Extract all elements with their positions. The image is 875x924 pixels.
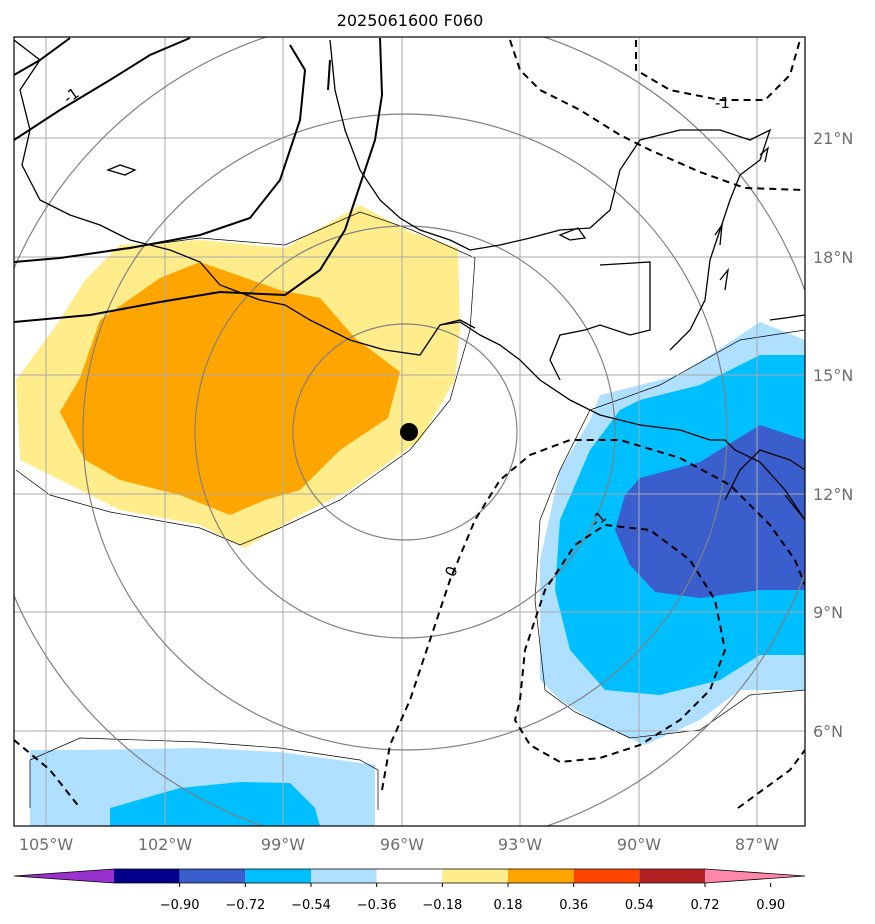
lon-label: 93°W xyxy=(498,835,542,854)
range-rings xyxy=(14,37,805,826)
lon-label: 102°W xyxy=(138,835,193,854)
colorbar-bin xyxy=(376,869,443,883)
colorbar-extend-high xyxy=(705,869,805,883)
colorbar-tick-label: 0.72 xyxy=(691,898,720,913)
colorbar-tick-label: −0.36 xyxy=(357,898,397,913)
colorbar-tick-label: 0.36 xyxy=(559,898,588,913)
lat-labels: 21°N 18°N 15°N 12°N 9°N 6°N xyxy=(813,129,853,741)
colorbar-tick-label: −0.54 xyxy=(291,898,331,913)
lon-label: 105°W xyxy=(19,835,74,854)
contour-neg1-ne xyxy=(635,39,801,101)
colorbar-bin xyxy=(245,869,311,883)
colorbar-bin xyxy=(508,869,574,883)
colorbar-tick-label: 0.90 xyxy=(756,898,785,913)
coastlines xyxy=(14,39,805,521)
negative-anomaly-mid-sw xyxy=(110,782,320,826)
colorbar-bin xyxy=(639,869,705,883)
colorbar-tick-label: 0.18 xyxy=(494,898,523,913)
colorbar-outline xyxy=(13,868,806,884)
lon-label: 87°W xyxy=(735,835,779,854)
colorbar-bin xyxy=(573,869,640,883)
contour-zero xyxy=(381,439,805,791)
colorbar-tick-label: 0.54 xyxy=(625,898,654,913)
colorbar-tick-label: −0.72 xyxy=(225,898,265,913)
storm-center-marker xyxy=(400,423,418,441)
positive-anomaly-strong xyxy=(60,262,400,515)
lat-label: 12°N xyxy=(813,485,853,504)
lon-label: 99°W xyxy=(261,835,305,854)
lon-label: 90°W xyxy=(617,835,661,854)
map-area: -1 -1 -1 0 xyxy=(14,37,805,826)
colorbar-bin xyxy=(179,869,246,883)
lon-labels: 105°W 102°W 99°W 96°W 93°W 90°W 87°W xyxy=(19,835,779,854)
colorbar-extend-low xyxy=(14,869,114,883)
contour-neg1-se xyxy=(513,523,727,764)
anomaly-outline-east xyxy=(534,329,805,739)
lat-label: 21°N xyxy=(813,129,853,148)
anomaly-outline-sw xyxy=(29,737,379,810)
colorbar-tick-label: −0.90 xyxy=(160,898,200,913)
solid-contours xyxy=(14,37,384,323)
colorbar: −0.90 −0.72 −0.54 −0.36 −0.18 0.18 0.36 0.54 0.7… xyxy=(13,868,806,913)
lat-label: 6°N xyxy=(813,722,843,741)
dashed-contours xyxy=(14,39,805,809)
colorbar-bin xyxy=(311,869,377,883)
colorbar-tick-label: −0.18 xyxy=(422,898,462,913)
colorbar-bin xyxy=(114,869,180,883)
lat-label: 9°N xyxy=(813,603,843,622)
map-frame xyxy=(13,36,806,827)
colorbar-bin xyxy=(442,869,508,883)
map-title: 2025061600 F060 xyxy=(337,11,484,30)
contour-label-neg1-ne: -1 xyxy=(715,94,730,112)
lat-label: 18°N xyxy=(813,248,853,267)
lat-label: 15°N xyxy=(813,366,853,385)
anomaly-outline-west xyxy=(15,211,476,546)
lon-label: 96°W xyxy=(380,835,424,854)
